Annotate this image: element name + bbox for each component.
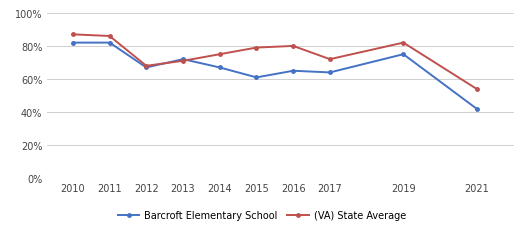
(VA) State Average bbox=[216, 54, 223, 56]
Barcroft Elementary School bbox=[216, 67, 223, 70]
(VA) State Average bbox=[106, 35, 113, 38]
Barcroft Elementary School bbox=[400, 54, 407, 56]
Line: (VA) State Average: (VA) State Average bbox=[71, 33, 478, 91]
Barcroft Elementary School bbox=[70, 42, 76, 45]
Barcroft Elementary School bbox=[290, 70, 297, 73]
(VA) State Average bbox=[253, 47, 259, 50]
(VA) State Average bbox=[327, 59, 333, 61]
(VA) State Average bbox=[400, 42, 407, 45]
Legend: Barcroft Elementary School, (VA) State Average: Barcroft Elementary School, (VA) State A… bbox=[114, 207, 410, 224]
Barcroft Elementary School bbox=[180, 59, 186, 61]
Barcroft Elementary School bbox=[327, 72, 333, 74]
(VA) State Average bbox=[474, 88, 480, 91]
Barcroft Elementary School bbox=[253, 77, 259, 79]
(VA) State Average bbox=[290, 45, 297, 48]
(VA) State Average bbox=[180, 60, 186, 63]
Barcroft Elementary School bbox=[143, 67, 149, 70]
Barcroft Elementary School bbox=[474, 108, 480, 111]
Barcroft Elementary School bbox=[106, 42, 113, 45]
(VA) State Average bbox=[70, 34, 76, 37]
(VA) State Average bbox=[143, 65, 149, 68]
Line: Barcroft Elementary School: Barcroft Elementary School bbox=[71, 42, 478, 111]
